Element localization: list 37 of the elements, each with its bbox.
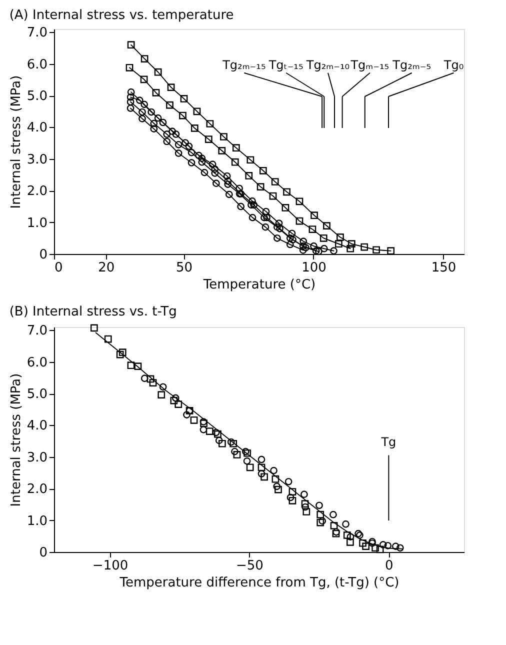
x-tick-label: 150 (431, 260, 456, 276)
x-tick-label: −100 (92, 558, 128, 574)
chart-title: (B) Internal stress vs. t-Tg (9, 304, 177, 320)
y-tick-label: 7.0 (26, 26, 48, 41)
ref-line-label: Tg₀ (442, 58, 464, 72)
y-tick-label: 4.0 (26, 120, 48, 136)
y-tick-label: 5.0 (26, 387, 48, 402)
x-axis-title: Temperature difference from Tg, (t-Tg) (°C) (118, 576, 400, 590)
x-tick-label: 20 (98, 260, 115, 276)
ref-line-label: Tgₘ₋₁₅ (350, 58, 390, 72)
ref-line-label: Tg₂ₘ₋₁₀ (305, 58, 350, 72)
ref-line-label: Tg₂ₘ₋₅ (392, 58, 432, 72)
x-tick-label: 50 (176, 260, 193, 276)
y-tick-label: 7.0 (26, 324, 48, 339)
y-tick-label: 4.0 (26, 418, 48, 434)
chart-title: (A) Internal stress vs. temperature (9, 8, 234, 24)
y-tick-label: 0 (39, 546, 48, 560)
y-tick-label: 6.0 (26, 57, 48, 72)
ref-line-label: Tg₂ₘ₋₁₅ (222, 58, 266, 72)
x-axis-title: Temperature (°C) (202, 278, 316, 292)
ref-line-label: Tgₜ₋₁₅ (268, 58, 304, 72)
x-tick-label: −50 (236, 558, 264, 574)
y-tick-label: 2.0 (26, 184, 48, 200)
y-tick-label: 6.0 (26, 355, 48, 370)
y-tick-label: 2.0 (26, 482, 48, 498)
y-axis-title: Internal stress (MPa) (8, 75, 24, 209)
y-tick-label: 1.0 (26, 514, 48, 529)
x-tick-label: 0 (385, 558, 394, 574)
y-tick-label: 1.0 (26, 216, 48, 231)
ref-line-label: Tg (380, 434, 396, 449)
y-axis-title: Internal stress (MPa) (8, 373, 24, 507)
y-tick-label: 5.0 (26, 89, 48, 104)
x-tick-label: 0 (54, 260, 63, 276)
y-tick-label: 3.0 (26, 450, 48, 466)
y-tick-label: 3.0 (26, 152, 48, 168)
x-tick-label: 100 (302, 260, 326, 276)
y-tick-label: 0 (39, 248, 48, 262)
